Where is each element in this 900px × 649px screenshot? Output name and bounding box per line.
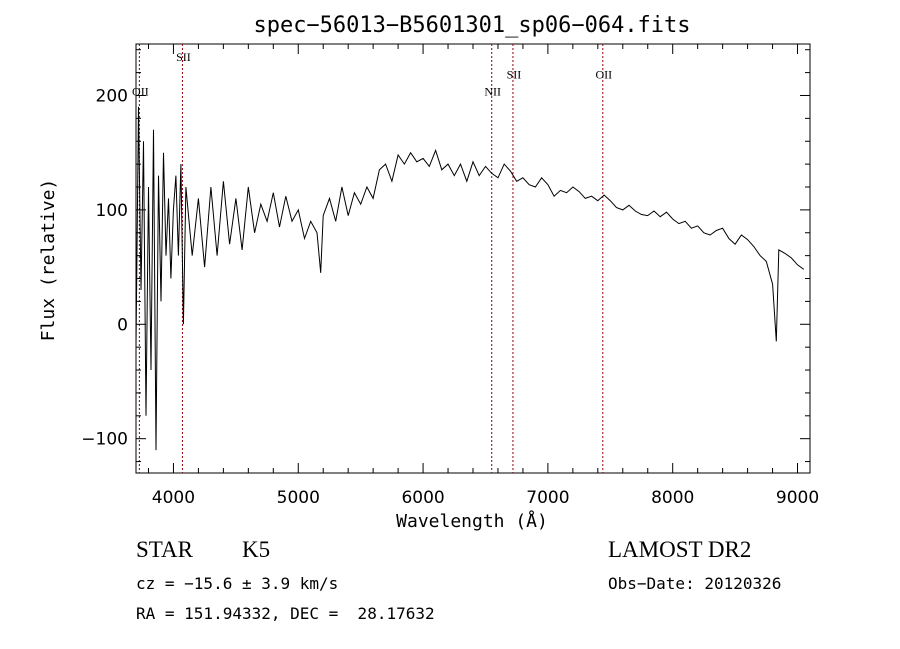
y-tick-label: 200 bbox=[96, 86, 128, 106]
line-marker-label: NII bbox=[484, 84, 501, 98]
obs-date-line: Obs−Date: 20120326 bbox=[608, 574, 782, 593]
emission-line-markers: OII SII NII SII OII bbox=[132, 44, 612, 473]
y-axis-label: Flux (relative) bbox=[38, 179, 59, 342]
chart-title: spec−56013−B5601301_sp06−064.fits bbox=[253, 13, 690, 38]
x-tick-label: 7000 bbox=[526, 488, 569, 508]
x-tick-label: 6000 bbox=[401, 488, 444, 508]
x-tick-label: 4000 bbox=[152, 488, 195, 508]
y-tick-label: 100 bbox=[96, 201, 128, 221]
x-axis-label: Wavelength (Å) bbox=[396, 510, 548, 532]
x-axis: 4000 5000 6000 7000 8000 9000 bbox=[147, 44, 819, 508]
x-tick-label: 8000 bbox=[651, 488, 694, 508]
y-tick-label: −100 bbox=[81, 430, 128, 450]
survey-name: LAMOST DR2 bbox=[608, 537, 752, 562]
spectrum-series bbox=[135, 106, 805, 451]
redshift-line: cz = −15.6 ± 3.9 km/s bbox=[136, 574, 339, 593]
line-marker-label: SII bbox=[507, 67, 522, 81]
object-subclass: K5 bbox=[242, 537, 271, 562]
object-class: STAR bbox=[136, 537, 193, 562]
x-tick-label: 5000 bbox=[277, 488, 320, 508]
y-tick-label: 0 bbox=[117, 315, 128, 335]
coordinates-line: RA = 151.94332, DEC = 28.17632 bbox=[136, 604, 435, 623]
plot-frame bbox=[135, 43, 811, 474]
line-marker-label: SII bbox=[176, 50, 191, 64]
x-tick-label: 9000 bbox=[776, 488, 819, 508]
spectrum-chart: spec−56013−B5601301_sp06−064.fits OII SII… bbox=[38, 13, 819, 532]
line-marker-label: OII bbox=[132, 84, 149, 98]
spectrum-line bbox=[135, 106, 805, 451]
y-axis: −100 0 100 200 bbox=[81, 49, 810, 463]
line-marker-label: OII bbox=[595, 67, 612, 81]
